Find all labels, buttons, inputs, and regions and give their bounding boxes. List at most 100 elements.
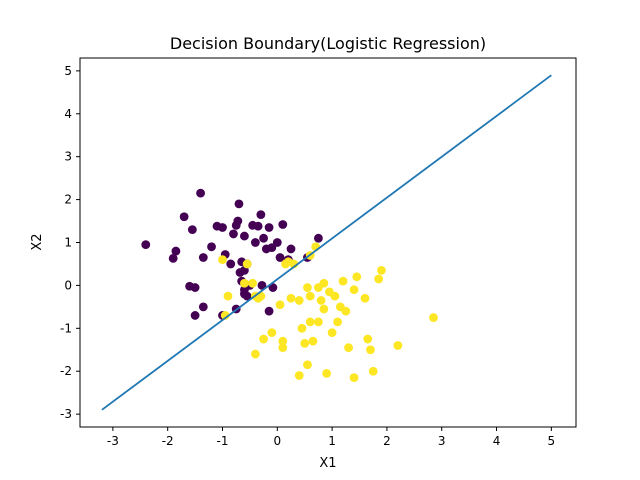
scatter-point [294,296,304,305]
scatter-point [341,306,351,316]
scatter-point [268,283,278,292]
scatter-point [179,212,189,222]
chart-title: Decision Boundary(Logistic Regression) [170,34,486,53]
scatter-point [308,336,318,346]
scatter-point [429,313,438,322]
scatter-point [278,343,288,353]
y-axis-label: X2 [30,233,45,250]
scatter-point [190,311,200,320]
scatter-point [240,285,249,295]
scatter-point [226,259,236,269]
scatter-point [229,229,238,239]
scatter-point [196,188,205,198]
y-tick-label: -1 [60,321,72,335]
scatter-point [240,231,249,241]
scatter-point [190,283,200,292]
scatter-point [272,238,282,247]
scatter-point [267,328,277,338]
scatter-point [327,328,337,338]
scatter-point [171,246,181,256]
scatter-point [220,311,230,320]
scatter-point [240,278,249,288]
scatter-point [352,272,362,282]
x-tick-label: -3 [107,434,119,448]
scatter-point [278,336,288,346]
scatter-point [366,345,375,355]
x-axis: -3 -2 -1 0 1 2 3 4 5 [107,427,555,448]
scatter-point [349,285,359,295]
plot-area [101,74,552,411]
x-tick-label: 0 [273,434,281,448]
scatter-point [218,223,227,232]
scatter-point [257,281,267,290]
scatter-point [374,274,384,284]
scatter-point [294,371,304,380]
scatter-point [233,216,243,226]
scatter-point [278,220,288,229]
scatter-point [267,243,277,253]
x-axis-label: X1 [319,456,336,471]
scatter-point [377,265,386,275]
scatter-point [218,255,227,265]
scatter-point [234,199,244,209]
y-tick-label: 5 [64,64,72,78]
scatter-point [305,291,315,301]
scatter-point [360,293,370,303]
scatter-point [319,278,329,288]
scatter-point [330,291,340,301]
scatter-point [141,240,151,250]
scatter-point [300,338,310,348]
scatter-point [333,317,342,327]
y-tick-label: 4 [64,107,72,121]
x-tick-label: -2 [162,434,174,448]
scatter-point [286,293,296,303]
decision-boundary-line [101,74,552,411]
scatter-point [259,233,269,243]
y-tick-label: 1 [64,236,72,250]
scatter-point [242,259,252,269]
scatter-point [250,349,260,359]
scatter-point [303,360,312,370]
y-tick-label: -3 [60,407,72,421]
y-tick-label: 3 [64,150,72,164]
scatter-point [297,323,307,333]
scatter-point [319,304,329,314]
scatter-point [314,233,323,243]
scatter-point [259,334,269,344]
y-tick-label: 0 [64,278,72,292]
scatter-point [253,221,263,231]
scatter-series-1 [218,242,438,383]
scatter-point [303,283,312,292]
scatter-point [168,253,178,263]
scatter-point [344,343,353,353]
scatter-point [207,242,216,252]
y-tick-label: 2 [64,193,72,207]
scatter-point [286,244,296,254]
scatter-point [264,223,274,232]
scatter-point [338,276,348,286]
scatter-point [187,225,197,235]
scatter-point [368,366,378,376]
x-tick-label: 4 [493,434,501,448]
scatter-point [281,259,290,269]
scatter-point [305,317,315,327]
scatter-point [264,306,274,316]
x-tick-label: -1 [217,434,229,448]
y-tick-label: -2 [60,364,72,378]
scatter-point [275,300,285,310]
scatter-point [250,238,260,247]
scatter-point [314,317,323,327]
scatter-point [322,368,332,378]
scatter-point [198,253,208,262]
x-tick-label: 5 [548,434,556,448]
scatter-point [349,373,359,383]
scatter-point [393,341,403,350]
scatter-point [256,210,266,220]
x-tick-label: 2 [383,434,391,448]
scatter-point [223,291,233,301]
scatter-point [248,278,258,288]
x-tick-label: 3 [438,434,446,448]
scatter-point [363,334,373,344]
x-tick-label: 1 [328,434,336,448]
